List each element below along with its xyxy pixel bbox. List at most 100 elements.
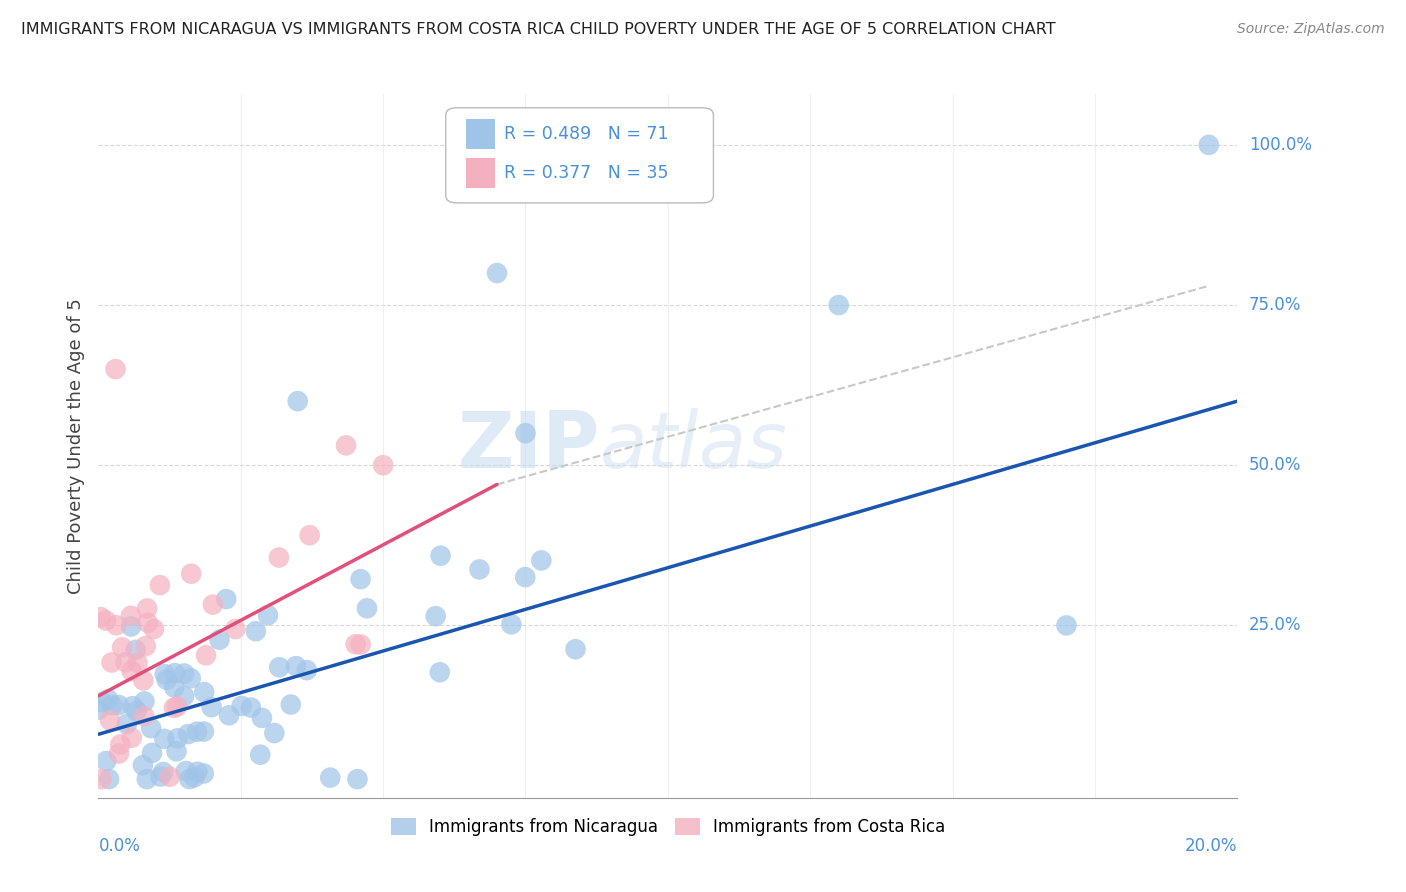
Point bbox=[166, 699, 188, 714]
Point bbox=[105, 618, 128, 632]
Point bbox=[142, 622, 165, 636]
Point bbox=[114, 655, 136, 669]
Text: 50.0%: 50.0% bbox=[1249, 456, 1301, 475]
Point bbox=[344, 637, 367, 651]
Text: IMMIGRANTS FROM NICARAGUA VS IMMIGRANTS FROM COSTA RICA CHILD POVERTY UNDER THE : IMMIGRANTS FROM NICARAGUA VS IMMIGRANTS … bbox=[21, 22, 1056, 37]
Point bbox=[193, 724, 215, 739]
Point bbox=[125, 704, 148, 718]
Point bbox=[201, 700, 224, 714]
Point bbox=[159, 770, 181, 784]
Point bbox=[257, 608, 280, 623]
Point bbox=[97, 692, 120, 706]
Point bbox=[115, 717, 138, 731]
Point bbox=[319, 771, 342, 785]
Point bbox=[298, 528, 321, 542]
Point bbox=[108, 747, 131, 761]
Point bbox=[193, 766, 215, 780]
Text: atlas: atlas bbox=[599, 408, 787, 484]
Point bbox=[149, 770, 172, 784]
Point bbox=[177, 727, 200, 741]
Point bbox=[110, 738, 132, 752]
Point bbox=[90, 610, 112, 624]
Point bbox=[156, 673, 179, 687]
Point bbox=[174, 764, 197, 778]
Point bbox=[186, 724, 208, 739]
Point bbox=[100, 656, 122, 670]
Point bbox=[153, 667, 176, 681]
Point bbox=[173, 666, 195, 681]
Text: Source: ZipAtlas.com: Source: ZipAtlas.com bbox=[1237, 22, 1385, 37]
Point bbox=[96, 754, 118, 768]
Point bbox=[215, 592, 238, 607]
Point bbox=[486, 266, 509, 280]
Point bbox=[180, 566, 202, 581]
Point bbox=[356, 601, 378, 615]
Point bbox=[91, 695, 114, 709]
Point bbox=[139, 721, 162, 735]
Point bbox=[828, 298, 851, 312]
Point bbox=[285, 659, 308, 673]
Point bbox=[111, 640, 134, 655]
Bar bbox=[467, 120, 495, 149]
Point bbox=[349, 572, 371, 586]
Point bbox=[468, 562, 491, 576]
Point bbox=[183, 770, 205, 784]
Point bbox=[218, 708, 240, 723]
Point bbox=[149, 578, 172, 592]
Point bbox=[564, 642, 586, 657]
Point bbox=[136, 601, 159, 615]
Text: R = 0.377   N = 35: R = 0.377 N = 35 bbox=[503, 164, 668, 182]
Point bbox=[166, 744, 188, 758]
Point bbox=[179, 772, 201, 786]
Point bbox=[249, 747, 271, 762]
Point bbox=[346, 772, 368, 786]
Point bbox=[134, 694, 156, 708]
Point bbox=[335, 438, 357, 452]
Point bbox=[515, 426, 537, 441]
Point bbox=[269, 660, 291, 674]
Point bbox=[135, 639, 157, 653]
Point bbox=[132, 758, 155, 772]
Point bbox=[267, 550, 290, 565]
Point bbox=[121, 699, 143, 714]
Point bbox=[163, 701, 186, 715]
FancyBboxPatch shape bbox=[446, 108, 713, 202]
Point bbox=[224, 622, 246, 636]
Point bbox=[101, 698, 124, 713]
Point bbox=[425, 609, 447, 624]
Text: 0.0%: 0.0% bbox=[98, 837, 141, 855]
Bar bbox=[467, 158, 495, 187]
Point bbox=[429, 549, 451, 563]
Point bbox=[120, 608, 142, 623]
Point bbox=[180, 671, 202, 685]
Point bbox=[245, 624, 267, 639]
Point bbox=[1198, 137, 1220, 152]
Text: ZIP: ZIP bbox=[457, 408, 599, 484]
Point bbox=[373, 458, 395, 473]
Point bbox=[239, 700, 262, 714]
Point bbox=[163, 666, 186, 681]
Point bbox=[104, 362, 127, 376]
Point bbox=[173, 689, 195, 703]
Point bbox=[1056, 618, 1078, 632]
Point bbox=[280, 698, 302, 712]
Point bbox=[135, 772, 157, 786]
Text: 100.0%: 100.0% bbox=[1249, 136, 1312, 154]
Point bbox=[201, 598, 224, 612]
Point bbox=[193, 685, 215, 699]
Point bbox=[350, 638, 373, 652]
Point bbox=[136, 615, 159, 630]
Point bbox=[90, 772, 112, 786]
Point bbox=[515, 570, 537, 584]
Point bbox=[263, 726, 285, 740]
Point bbox=[134, 709, 156, 723]
Point bbox=[501, 617, 523, 632]
Text: 20.0%: 20.0% bbox=[1185, 837, 1237, 855]
Point bbox=[121, 731, 143, 745]
Point bbox=[94, 614, 117, 628]
Point bbox=[125, 643, 148, 657]
Point bbox=[153, 731, 176, 746]
Point bbox=[127, 656, 149, 670]
Point bbox=[250, 711, 273, 725]
Point bbox=[163, 681, 186, 695]
